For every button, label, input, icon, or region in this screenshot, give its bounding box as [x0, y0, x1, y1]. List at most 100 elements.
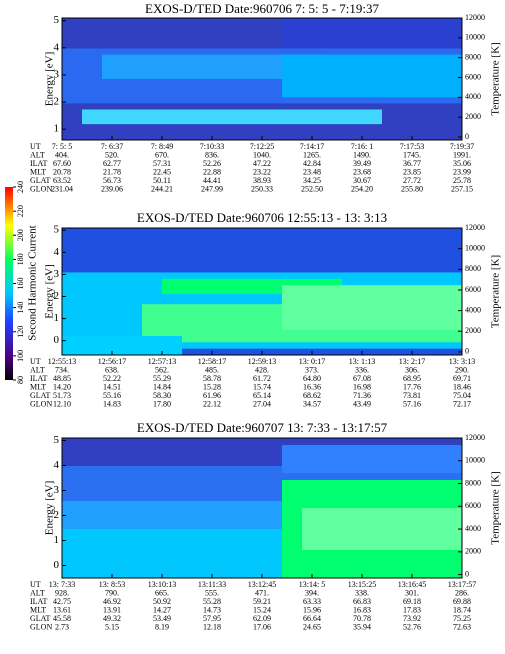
y-tick-label: 3: [54, 268, 60, 280]
row-value: 255.80: [401, 184, 423, 193]
row-value: 13:10:13: [148, 580, 176, 589]
panel-title: EXOS-D/TED Date:960706 7: 5: 5 - 7:19:37: [145, 1, 379, 16]
contour-fill: [282, 18, 462, 49]
row-value: 336.: [355, 365, 369, 374]
y2-tick-label: 12000: [465, 433, 485, 442]
row-value: 50.11: [153, 176, 171, 185]
row-value: 17.06: [253, 622, 271, 631]
row-value: 63.52: [53, 176, 71, 185]
row-label: ILAT: [30, 159, 47, 168]
row-value: 24.65: [303, 622, 321, 631]
colorbar-tick-label: 200: [16, 229, 25, 241]
row-value: 18.74: [453, 605, 471, 614]
row-value: 428.: [255, 365, 269, 374]
row-value: 48.85: [53, 374, 71, 383]
row-value: 23.85: [403, 167, 421, 176]
row-value: 12:55:13: [48, 357, 76, 366]
colorbar-tick-label: 180: [16, 253, 25, 265]
row-label: MLT: [30, 605, 46, 614]
row-label: GLON: [30, 399, 52, 408]
row-value: 69.18: [403, 597, 421, 606]
row-value: 1490.: [353, 150, 371, 159]
row-value: 15.28: [203, 382, 221, 391]
row-label: ALT: [30, 150, 45, 159]
row-label: GLAT: [30, 614, 51, 623]
row-value: 301.: [405, 588, 419, 597]
row-value: 67.60: [53, 159, 71, 168]
y2-tick-label: 0: [465, 347, 469, 356]
row-value: 7:19:37: [450, 142, 474, 151]
row-value: 52.22: [103, 374, 121, 383]
colorbar: [5, 187, 13, 380]
colorbar-tick-label: 220: [16, 205, 25, 217]
row-value: 44.41: [203, 176, 221, 185]
y-axis-title: Energy [eV]: [44, 52, 56, 106]
row-value: 928.: [55, 588, 69, 597]
row-value: 61.72: [253, 374, 271, 383]
row-value: 306.: [405, 365, 419, 374]
row-value: 59.21: [253, 597, 271, 606]
row-value: 58.78: [203, 374, 221, 383]
y2-tick-label: 0: [465, 569, 469, 578]
row-value: 57.31: [153, 159, 171, 168]
y2-tick-label: 0: [465, 132, 469, 141]
contour-fill: [62, 529, 282, 578]
row-value: 394.: [305, 588, 319, 597]
contour-fill: [302, 508, 462, 550]
row-value: 39.49: [353, 159, 371, 168]
row-value: 638.: [105, 365, 119, 374]
row-value: 42.84: [303, 159, 321, 168]
row-value: 42.75: [53, 597, 71, 606]
y-axis-title: Energy [eV]: [44, 264, 56, 318]
contour-fill: [282, 445, 462, 473]
row-value: 62.09: [253, 614, 271, 623]
row-label: GLAT: [30, 176, 51, 185]
row-value: 22.45: [153, 167, 171, 176]
row-value: 7:17:53: [400, 142, 424, 151]
y2-tick-label: 4000: [465, 92, 481, 101]
row-value: 13: 2:17: [399, 357, 425, 366]
row-value: 64.80: [303, 374, 321, 383]
row-label: GLAT: [30, 391, 51, 400]
row-value: 15.24: [253, 605, 271, 614]
y2-axis-title: Temperature [K]: [490, 255, 502, 328]
row-value: 55.29: [153, 374, 171, 383]
row-value: 45.58: [53, 614, 71, 623]
y-tick-label: 2: [54, 96, 60, 108]
y-tick-label: 5: [54, 14, 60, 26]
colorbar-tick-label: 140: [16, 302, 25, 314]
y2-axis-title: Temperature [K]: [490, 471, 502, 544]
row-value: 49.32: [103, 614, 121, 623]
row-value: 69.71: [453, 374, 471, 383]
row-value: 13: 1:13: [349, 357, 375, 366]
y2-tick-label: 2000: [465, 547, 481, 556]
row-value: 12:59:13: [248, 357, 276, 366]
row-value: 73.81: [403, 391, 421, 400]
row-value: 17.76: [403, 382, 421, 391]
row-value: 23.99: [453, 167, 471, 176]
row-value: 244.21: [151, 184, 173, 193]
row-value: 34.57: [303, 399, 321, 408]
row-value: 239.06: [101, 184, 123, 193]
row-label: ILAT: [30, 374, 47, 383]
row-value: 61.96: [203, 391, 221, 400]
row-value: 23.48: [303, 167, 321, 176]
y-tick-label: 5: [54, 224, 60, 236]
y-tick-label: 3: [54, 484, 60, 496]
y2-tick-label: 4000: [465, 305, 481, 314]
row-value: 1991.: [453, 150, 471, 159]
row-value: 13.61: [53, 605, 71, 614]
row-value: 1745.: [403, 150, 421, 159]
y-tick-label: 1: [54, 534, 60, 546]
row-value: 21.78: [103, 167, 121, 176]
y2-tick-label: 8000: [465, 264, 481, 273]
row-value: 7: 5: 5: [52, 142, 72, 151]
row-value: 58.30: [153, 391, 171, 400]
colorbar-tick-label: 80: [16, 376, 25, 384]
row-value: 16.83: [353, 605, 371, 614]
row-value: 27.04: [253, 399, 271, 408]
y2-tick-label: 8000: [465, 53, 481, 62]
y-tick-label: 2: [54, 290, 60, 302]
row-value: 25.78: [453, 176, 471, 185]
